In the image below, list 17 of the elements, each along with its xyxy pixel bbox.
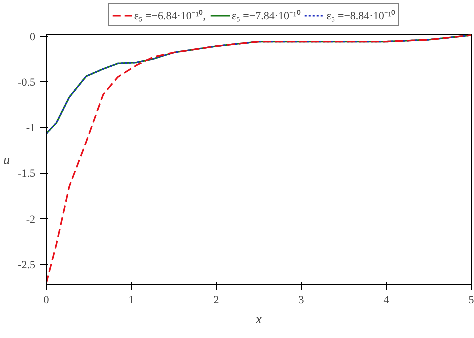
x-tick-label: 4: [384, 294, 390, 306]
legend-label: ε₅ =−7.84·10⁻¹⁰: [232, 9, 301, 22]
x-tick-label: 2: [214, 294, 220, 306]
y-tick-label: -0.5: [18, 76, 36, 89]
x-axis-title: x: [255, 312, 262, 326]
y-tick-label: -2.5: [18, 259, 36, 272]
y-tick-label: 0: [30, 31, 36, 44]
y-axis-title: u: [4, 152, 11, 167]
legend-label: ε₅ =−8.84·10⁻¹⁰: [326, 9, 396, 22]
y-tick-label: -1.5: [18, 168, 36, 180]
y-tick-label: -2: [26, 214, 36, 226]
legend-label: ε₅ =−6.84·10⁻¹⁰,: [134, 9, 206, 22]
x-tick-label: 1: [128, 294, 134, 306]
x-tick-label: 3: [298, 294, 305, 306]
x-tick-label: 5: [468, 294, 474, 306]
y-tick-label: -1: [26, 122, 36, 135]
x-tick-label: 0: [44, 294, 50, 306]
